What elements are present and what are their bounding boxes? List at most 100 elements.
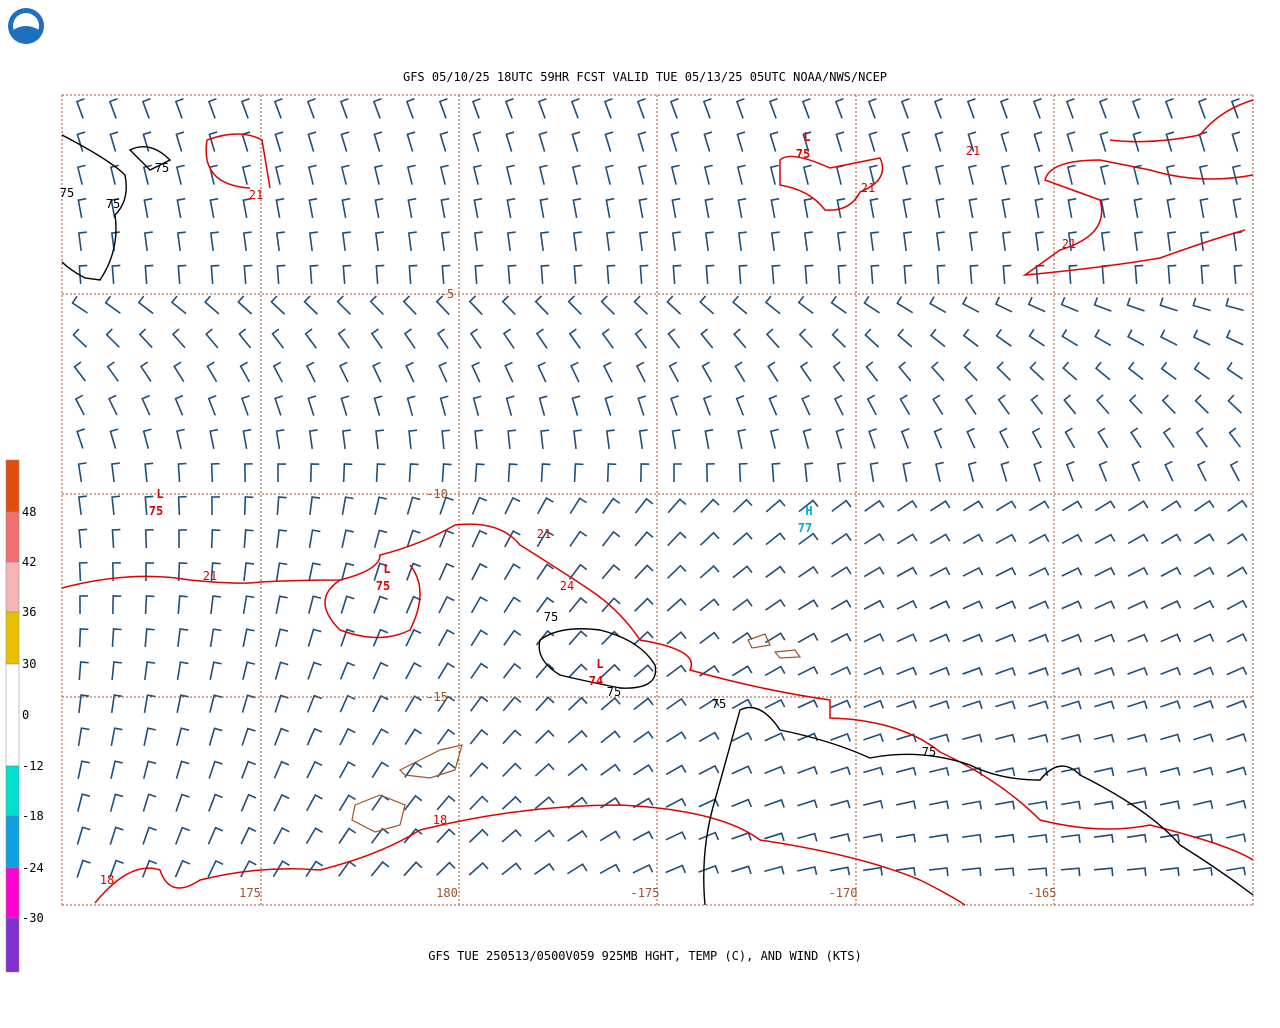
wind-barb [797, 632, 819, 644]
wind-barb [338, 761, 356, 779]
wind-barb [242, 661, 256, 680]
wind-barb [1028, 328, 1045, 347]
wind-barb [243, 562, 255, 582]
wind-barb [705, 463, 715, 483]
title: GFS 05/10/25 18UTC 59HR FCST VALID TUE 0… [403, 70, 887, 84]
wind-barb [635, 361, 646, 383]
wind-barb [967, 461, 977, 482]
temp-label: 24 [560, 579, 574, 593]
wind-barb [342, 463, 353, 483]
temp-label: 21 [249, 188, 263, 202]
wind-barb [863, 733, 884, 742]
wind-barb [503, 596, 522, 614]
wind-barb [995, 733, 1016, 743]
wind-barb [833, 394, 844, 416]
wind-barb [1193, 800, 1214, 809]
wind-barb [704, 197, 714, 218]
wind-barb [638, 429, 648, 450]
wind-barb [798, 532, 819, 545]
wind-barb [79, 595, 88, 615]
wind-barb [303, 295, 319, 315]
wind-barb [929, 500, 951, 512]
wind-barb [863, 566, 885, 578]
wind-barb [803, 231, 813, 252]
wind-barb [1094, 329, 1112, 347]
wind-barb [934, 461, 944, 482]
wind-barb [307, 395, 317, 416]
wind-barb [307, 131, 317, 152]
wind-barb [632, 797, 654, 809]
wind-barb [111, 628, 122, 648]
wind-barb [569, 530, 588, 547]
wind-barb [830, 732, 851, 742]
wind-barb [995, 566, 1017, 577]
wind-barb [634, 597, 654, 612]
wind-barb [830, 699, 852, 709]
wind-barb [507, 429, 517, 450]
wind-barb [306, 98, 316, 119]
wind-barb [207, 826, 224, 845]
wind-barb [836, 462, 846, 483]
wind-barb [802, 428, 812, 449]
wind-barb [374, 496, 387, 515]
wind-barb [1200, 264, 1210, 285]
wind-barb [340, 131, 350, 152]
wind-barb [1160, 733, 1181, 743]
wind-barb [830, 766, 851, 776]
wind-barb [765, 498, 786, 513]
wind-barb [76, 826, 91, 845]
wind-barb [1065, 461, 1075, 482]
wind-barb [600, 663, 621, 678]
wind-barb [538, 395, 548, 416]
wind-barb [209, 661, 222, 680]
wind-barb [1094, 733, 1115, 743]
wind-barb [633, 764, 654, 776]
wind-barb [995, 600, 1017, 610]
wind-barb [601, 530, 621, 547]
wind-barb [602, 497, 621, 514]
wind-barb [141, 98, 151, 119]
wind-barb [764, 732, 786, 742]
wind-barb [995, 500, 1017, 512]
wind-barb [370, 328, 383, 349]
wind-barb [1034, 197, 1044, 218]
wind-barb [439, 131, 449, 152]
wind-barb [536, 596, 555, 613]
wind-barb [1127, 500, 1149, 512]
wind-barb [1028, 633, 1050, 643]
wind-barb [405, 661, 422, 680]
wind-barb [406, 562, 421, 581]
wind-barb [109, 793, 124, 812]
wind-barb [962, 500, 984, 512]
wind-barb [404, 728, 423, 746]
wind-barb [964, 394, 977, 415]
wind-barb [405, 595, 422, 614]
wind-barb [405, 98, 415, 119]
wind-barb [764, 698, 786, 709]
wind-barb [1061, 500, 1083, 512]
wind-barb [238, 328, 252, 349]
wind-barb [439, 164, 449, 185]
wind-barb [204, 295, 220, 315]
wind-barb [600, 796, 621, 809]
wind-barb [404, 695, 422, 713]
wind-barb [737, 231, 747, 252]
wind-barb [764, 765, 786, 775]
wind-barb [995, 533, 1017, 545]
wind-barb [1060, 800, 1081, 810]
wind-barb [929, 533, 951, 545]
wind-barb [1100, 197, 1110, 218]
wind-barb [803, 197, 813, 218]
wind-barb [601, 597, 621, 613]
wind-barb [472, 395, 482, 416]
wind-barb [831, 532, 852, 545]
wind-barb [632, 830, 654, 841]
wind-barb [1229, 460, 1240, 482]
grid-label: -170 [829, 886, 858, 900]
wind-barb [436, 861, 456, 876]
center-letter: L [803, 130, 810, 144]
wind-barb [240, 98, 250, 119]
wind-barb [704, 428, 714, 449]
wind-barb [406, 496, 421, 515]
wind-barb [277, 463, 287, 483]
